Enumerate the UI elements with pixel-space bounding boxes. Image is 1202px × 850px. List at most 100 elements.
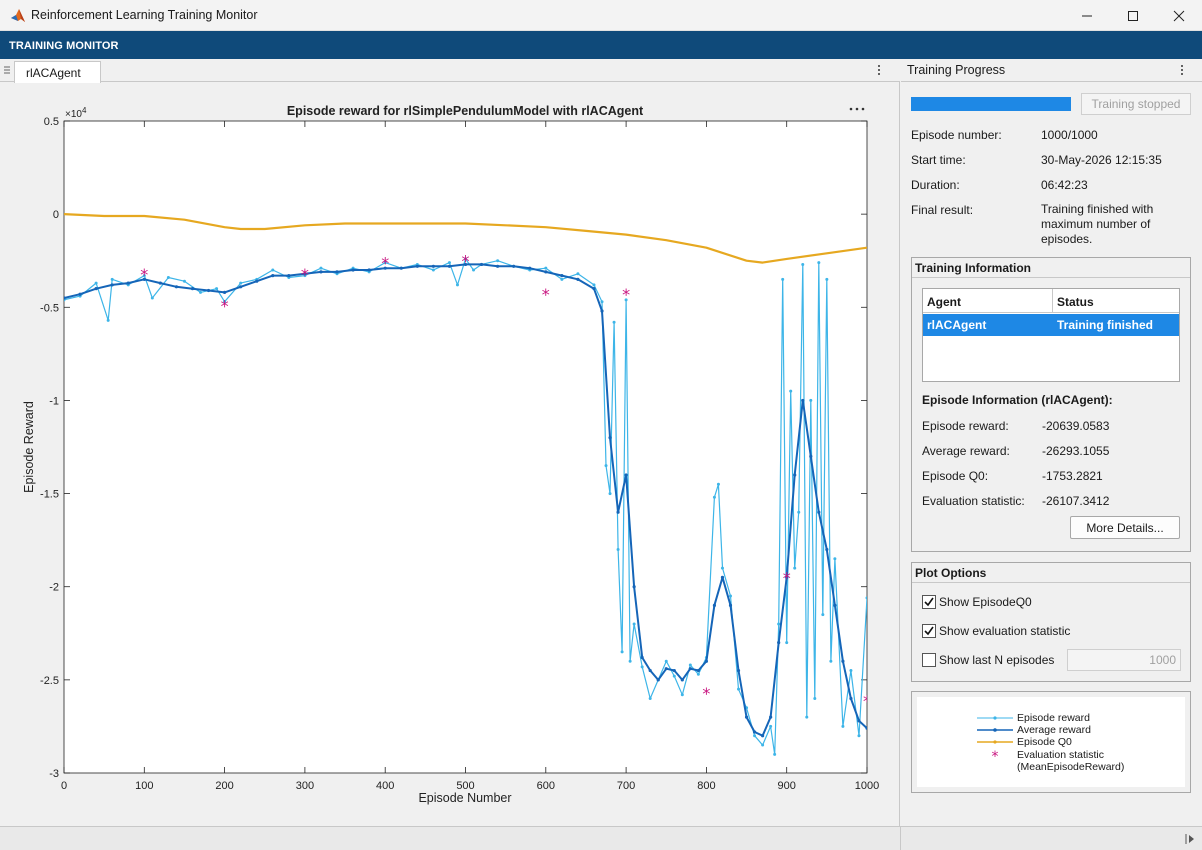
- more-details-button[interactable]: More Details...: [1070, 516, 1180, 539]
- legend-item-average-reward[interactable]: Average reward: [917, 724, 1185, 736]
- data-point-episode-reward[interactable]: [716, 482, 720, 486]
- table-header-agent[interactable]: Agent: [923, 289, 1053, 313]
- data-point-average-reward[interactable]: [479, 262, 484, 267]
- data-point-average-reward[interactable]: [680, 678, 684, 682]
- data-point-average-reward[interactable]: [576, 277, 580, 281]
- expand-panel-icon[interactable]: [1184, 833, 1196, 845]
- data-point-evaluation-statistic[interactable]: *: [783, 568, 791, 587]
- data-point-average-reward[interactable]: [512, 264, 516, 268]
- data-point-episode-reward[interactable]: [620, 650, 624, 654]
- data-point-average-reward[interactable]: [865, 726, 868, 730]
- data-point-average-reward[interactable]: [496, 264, 500, 268]
- data-point-average-reward[interactable]: [351, 268, 355, 272]
- minimize-button[interactable]: [1064, 0, 1110, 31]
- data-point-average-reward[interactable]: [560, 274, 564, 278]
- data-point-evaluation-statistic[interactable]: *: [140, 265, 148, 284]
- data-point-average-reward[interactable]: [126, 281, 130, 285]
- data-point-episode-reward[interactable]: [604, 464, 608, 468]
- data-point-episode-reward[interactable]: [801, 262, 805, 266]
- data-point-episode-reward[interactable]: [215, 287, 219, 291]
- data-point-episode-reward[interactable]: [319, 266, 323, 270]
- data-point-evaluation-statistic[interactable]: *: [622, 285, 630, 304]
- data-point-average-reward[interactable]: [600, 309, 604, 313]
- data-point-average-reward[interactable]: [399, 266, 403, 270]
- data-point-episode-reward[interactable]: [773, 752, 777, 756]
- data-point-average-reward[interactable]: [383, 266, 387, 270]
- reward-chart[interactable]: 0 100 200 300 400 500 600 700 800 900 1000 0.5 0 -0.5…: [1, 83, 899, 826]
- data-point-average-reward[interactable]: [744, 715, 749, 719]
- data-point-episode-reward[interactable]: [239, 281, 243, 285]
- data-point-episode-reward[interactable]: [753, 734, 757, 738]
- series-line-average-reward[interactable]: [64, 263, 867, 737]
- data-point-evaluation-statistic[interactable]: *: [542, 285, 550, 304]
- data-point-average-reward[interactable]: [287, 274, 291, 278]
- table-row[interactable]: rlACAgent Training finished: [923, 314, 1179, 336]
- training-stopped-button[interactable]: Training stopped: [1081, 93, 1191, 115]
- data-point-episode-reward[interactable]: [447, 261, 451, 265]
- data-point-evaluation-statistic[interactable]: *: [863, 691, 871, 710]
- show-last-n-episodes-checkbox[interactable]: [922, 653, 936, 667]
- data-point-episode-reward[interactable]: [825, 277, 829, 281]
- data-point-episode-reward[interactable]: [793, 566, 797, 570]
- data-point-episode-reward[interactable]: [544, 266, 548, 270]
- data-point-episode-reward[interactable]: [821, 613, 825, 617]
- data-point-average-reward[interactable]: [415, 264, 419, 268]
- data-point-average-reward[interactable]: [769, 715, 773, 719]
- axes-toolbar-kebab-icon[interactable]: [849, 107, 865, 111]
- data-point-episode-reward[interactable]: [150, 296, 154, 300]
- data-point-episode-reward[interactable]: [496, 259, 500, 263]
- data-point-average-reward[interactable]: [528, 266, 532, 270]
- data-point-average-reward[interactable]: [624, 473, 628, 477]
- data-point-average-reward[interactable]: [367, 268, 371, 272]
- data-point-evaluation-statistic[interactable]: *: [221, 296, 229, 315]
- data-point-average-reward[interactable]: [544, 270, 548, 274]
- data-point-evaluation-statistic[interactable]: *: [381, 254, 389, 273]
- data-point-episode-reward[interactable]: [464, 257, 467, 261]
- data-point-episode-reward[interactable]: [166, 275, 170, 279]
- data-point-episode-reward[interactable]: [455, 283, 459, 287]
- data-point-episode-reward[interactable]: [737, 687, 741, 691]
- data-point-average-reward[interactable]: [785, 575, 789, 579]
- data-point-average-reward[interactable]: [833, 603, 837, 607]
- data-point-episode-reward[interactable]: [761, 743, 765, 747]
- data-point-average-reward[interactable]: [712, 603, 717, 607]
- data-point-episode-reward[interactable]: [632, 622, 636, 626]
- data-point-episode-reward[interactable]: [560, 277, 564, 281]
- data-point-episode-reward[interactable]: [833, 557, 837, 561]
- data-point-episode-reward[interactable]: [600, 300, 604, 304]
- data-point-average-reward[interactable]: [239, 285, 243, 289]
- data-point-average-reward[interactable]: [720, 575, 725, 579]
- ribbon-tab-label[interactable]: TRAINING MONITOR: [9, 40, 119, 52]
- data-point-average-reward[interactable]: [142, 277, 146, 281]
- data-point-episode-reward[interactable]: [829, 659, 833, 663]
- data-point-average-reward[interactable]: [94, 287, 98, 291]
- data-point-episode-reward[interactable]: [789, 389, 793, 393]
- data-point-average-reward[interactable]: [648, 668, 652, 673]
- data-point-average-reward[interactable]: [319, 270, 323, 274]
- data-point-average-reward[interactable]: [640, 655, 644, 660]
- data-point-average-reward[interactable]: [303, 272, 307, 276]
- tab-menu-kebab-icon[interactable]: [874, 63, 884, 77]
- data-point-episode-reward[interactable]: [624, 298, 628, 302]
- data-point-average-reward[interactable]: [825, 547, 829, 552]
- data-point-episode-reward[interactable]: [616, 547, 620, 551]
- maximize-button[interactable]: [1110, 0, 1156, 31]
- data-point-average-reward[interactable]: [801, 398, 805, 403]
- data-point-episode-reward[interactable]: [849, 669, 853, 673]
- data-point-average-reward[interactable]: [632, 585, 636, 589]
- data-point-average-reward[interactable]: [158, 281, 162, 285]
- data-point-episode-reward[interactable]: [182, 279, 186, 283]
- show-evaluation-statistic-checkbox[interactable]: [922, 624, 936, 638]
- data-point-episode-reward[interactable]: [628, 659, 632, 663]
- data-point-average-reward[interactable]: [206, 288, 211, 293]
- data-point-average-reward[interactable]: [271, 274, 275, 278]
- data-point-episode-reward[interactable]: [696, 672, 700, 676]
- data-point-average-reward[interactable]: [761, 734, 765, 738]
- close-button[interactable]: [1156, 0, 1202, 31]
- data-point-episode-reward[interactable]: [672, 674, 676, 678]
- data-point-average-reward[interactable]: [62, 296, 66, 300]
- data-point-average-reward[interactable]: [728, 603, 733, 607]
- data-point-episode-reward[interactable]: [223, 300, 227, 304]
- table-header-status[interactable]: Status: [1053, 289, 1179, 313]
- data-point-episode-reward[interactable]: [728, 594, 732, 598]
